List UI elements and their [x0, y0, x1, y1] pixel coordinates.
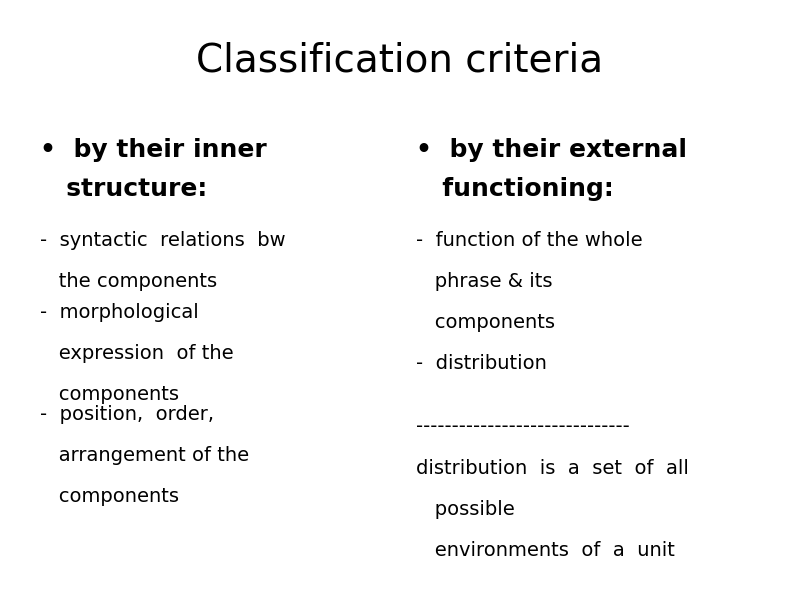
- Text: ------------------------------: ------------------------------: [416, 417, 630, 436]
- Text: arrangement of the: arrangement of the: [40, 446, 249, 465]
- Text: components: components: [40, 487, 179, 506]
- Text: possible: possible: [416, 500, 514, 519]
- Text: components: components: [416, 313, 555, 332]
- Text: -  syntactic  relations  bw: - syntactic relations bw: [40, 231, 286, 250]
- Text: expression  of the: expression of the: [40, 344, 234, 363]
- Text: the components: the components: [40, 272, 217, 291]
- Text: Classification criteria: Classification criteria: [197, 42, 603, 80]
- Text: -  morphological: - morphological: [40, 303, 198, 322]
- Text: components: components: [40, 385, 179, 404]
- Text: phrase & its: phrase & its: [416, 272, 553, 291]
- Text: -  position,  order,: - position, order,: [40, 405, 214, 424]
- Text: functioning:: functioning:: [416, 177, 614, 201]
- Text: environments  of  a  unit: environments of a unit: [416, 541, 675, 560]
- Text: •  by their inner: • by their inner: [40, 138, 266, 162]
- Text: -  distribution: - distribution: [416, 354, 547, 373]
- Text: structure:: structure:: [40, 177, 207, 201]
- Text: distribution  is  a  set  of  all: distribution is a set of all: [416, 459, 689, 478]
- Text: -  function of the whole: - function of the whole: [416, 231, 642, 250]
- Text: •  by their external: • by their external: [416, 138, 687, 162]
